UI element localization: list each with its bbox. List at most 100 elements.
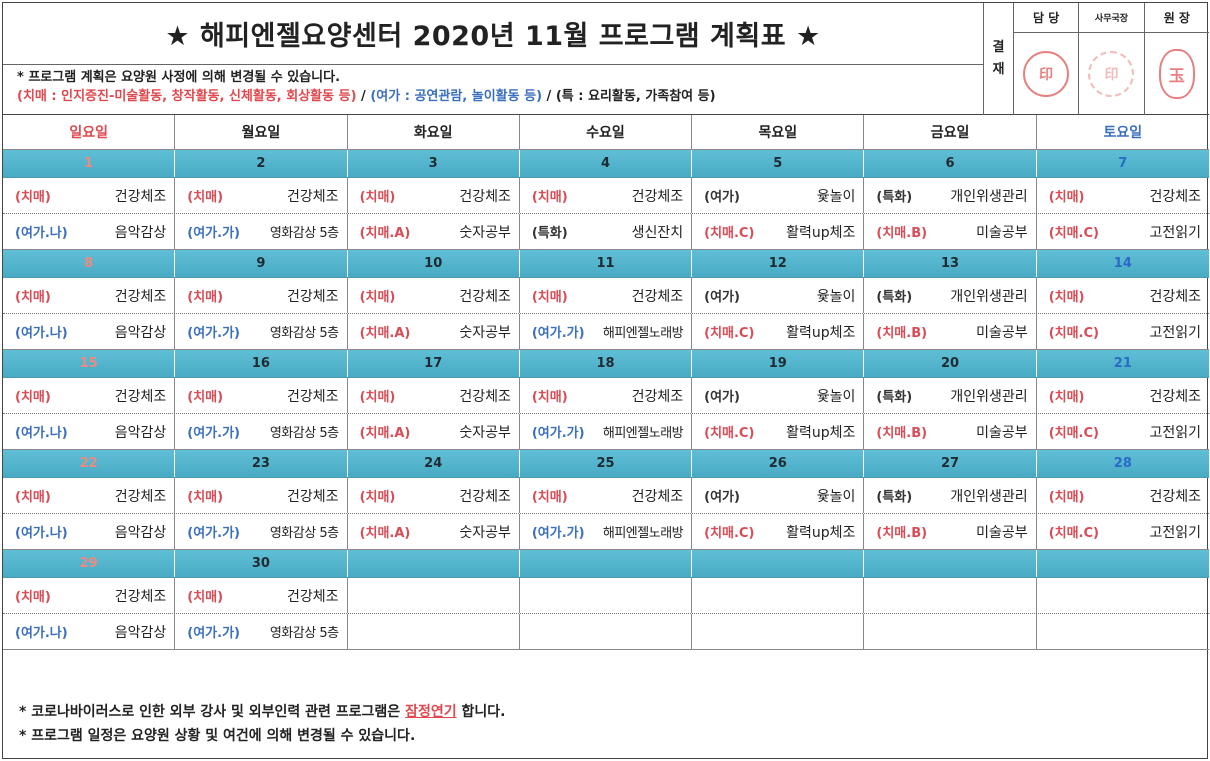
activity-row: (치매) 건강체조 (치매) 건강체조 (치매) 건강체조 (치매) 건강체조 (여가) 윷놀이(…: [3, 278, 1209, 314]
weekday-monday: 월요일: [175, 115, 348, 149]
activity-category: (치매): [187, 390, 224, 405]
activity-row: (여가.나) 음악감상 (여가.가) 영화감상 5층 (치매.A) 숫자공부 (여가.가) 해…: [3, 314, 1209, 350]
activity-category: (여가.나): [15, 226, 68, 241]
weekday-header-row: 일요일 월요일 화요일 수요일 목요일 금요일 토요일: [3, 115, 1209, 150]
activity-cell: (치매.C) 활력up체조: [692, 314, 865, 349]
activity-name: 미술공부: [976, 324, 1028, 341]
date-cell: 9: [175, 250, 348, 277]
activity-cell: [864, 578, 1037, 613]
activity-name: 해피엔젤노래방: [602, 526, 684, 541]
date-cell: 1: [3, 150, 176, 177]
activity-name: 건강체조: [459, 388, 511, 405]
legend-separator: /: [542, 89, 556, 104]
activity-name: 건강체조: [1149, 388, 1201, 405]
activity-cell: (치매.A) 숫자공부: [348, 214, 520, 249]
activity-name: 음악감상: [114, 324, 167, 341]
activity-name: 건강체조: [459, 188, 511, 205]
weekday-thursday: 목요일: [692, 115, 865, 149]
activity-cell: (특화) 개인위생관리: [864, 278, 1037, 313]
activity-name: 건강체조: [114, 188, 167, 205]
activity-name: 건강체조: [114, 488, 167, 505]
highlight-postponed: 잠정연기: [405, 704, 457, 720]
activity-cell: (치매.C) 활력up체조: [692, 414, 865, 449]
activity-cell: (치매.A) 숫자공부: [348, 514, 520, 549]
activity-cell: (치매) 건강체조: [348, 378, 520, 413]
date-cell: 16: [175, 350, 348, 377]
date-cell: 23: [175, 450, 348, 477]
activity-name: 고전읽기: [1149, 424, 1201, 441]
date-cell: 10: [348, 250, 520, 277]
date-cell: 11: [520, 250, 693, 277]
activity-name: 건강체조: [631, 388, 684, 405]
activity-cell: [692, 614, 865, 649]
activity-cell: (여가) 윷놀이: [692, 278, 865, 313]
activity-category: (여가.가): [187, 226, 240, 241]
date-cell: [692, 550, 865, 577]
activity-category: (여가.가): [531, 326, 585, 341]
activity-name: 숫자공부: [459, 424, 511, 441]
activity-name: 윷놀이: [816, 488, 856, 505]
activity-cell: (치매) 건강체조: [520, 478, 693, 513]
activity-cell: (치매.B) 미술공부: [864, 214, 1037, 249]
activity-cell: (치매.C) 활력up체조: [692, 214, 865, 249]
activity-category: (치매): [359, 290, 396, 305]
date-cell: 13: [864, 250, 1037, 277]
date-cell: 4: [520, 150, 693, 177]
activity-cell: (여가.가) 해피엔젤노래방: [520, 514, 693, 549]
activity-cell: (여가.나) 음악감상: [3, 614, 176, 649]
date-row: 15 16 17 18 19 20 21: [3, 350, 1209, 378]
activity-name: 건강체조: [1149, 488, 1201, 505]
activity-cell: (치매.B) 미술공부: [864, 514, 1037, 549]
activity-category: (여가.가): [187, 326, 240, 341]
date-cell: 30: [175, 550, 348, 577]
activity-cell: (여가.가) 영화감상 5층: [175, 614, 348, 649]
date-cell: 19: [692, 350, 865, 377]
activity-cell: (치매) 건강체조: [1037, 278, 1209, 313]
date-cell: 14: [1113, 256, 1132, 271]
activity-cell: (치매) 건강체조: [3, 378, 176, 413]
activity-name: 건강체조: [631, 188, 684, 205]
activity-category: (치매.C): [704, 226, 755, 241]
activity-category: (치매): [187, 290, 224, 305]
date-cell: 6: [864, 150, 1037, 177]
activity-category: (치매): [15, 590, 51, 605]
activity-name: 영화감상 5층: [269, 426, 339, 441]
approval-head: 원 장: [1144, 3, 1209, 33]
header: ★ 해피엔젤요양센터 2020년 11월 프로그램 계획표 ★ * 프로그램 계…: [3, 3, 1209, 115]
activity-cell: (치매) 건강체조: [3, 278, 176, 313]
activity-row: (치매) 건강체조 (치매) 건강체조 (치매) 건강체조 (치매) 건강체조 (여가) 윷놀이(…: [3, 378, 1209, 414]
activity-category: (여가): [704, 190, 740, 205]
activity-category: (치매.B): [876, 226, 928, 241]
activity-name: 해피엔젤노래방: [602, 426, 684, 441]
activity-cell: (여가.가) 영화감상 5층: [175, 414, 348, 449]
activity-cell: (여가) 윷놀이: [692, 378, 865, 413]
activity-category: (여가.나): [15, 326, 68, 341]
activity-cell: (치매) 건강체조: [175, 378, 348, 413]
activity-name: 건강체조: [631, 488, 684, 505]
footer-note-schedule: * 프로그램 일정은 요양원 상황 및 여건에 의해 변경될 수 있습니다.: [19, 728, 416, 744]
activity-cell: (치매) 건강체조: [348, 478, 520, 513]
note-category-legend: (치매 : 인지증진-미술활동, 창작활동, 신체활동, 회상활동 등) / (…: [17, 87, 977, 107]
activity-category: (치매): [15, 190, 51, 205]
activity-category: (여가.가): [531, 526, 585, 541]
activity-row: (여가.나) 음악감상 (여가.가) 영화감상 5층: [3, 614, 1209, 650]
seal-stamp: 印: [1023, 51, 1070, 97]
activity-cell: (치매.C) 고전읽기: [1037, 214, 1209, 249]
activity-category: (치매.C): [704, 526, 755, 541]
date-cell: 25: [520, 450, 693, 477]
activity-category: (치매): [15, 390, 51, 405]
activity-cell: (여가.가) 영화감상 5층: [175, 314, 348, 349]
activity-cell: (치매) 건강체조: [175, 578, 348, 613]
activity-name: 고전읽기: [1149, 224, 1201, 241]
activity-category: (치매): [15, 490, 51, 505]
activity-category: (여가.나): [15, 526, 68, 541]
activity-category: (특화): [876, 190, 913, 205]
seal-stamp: 印: [1088, 51, 1135, 97]
date-cell: [348, 550, 520, 577]
activity-cell: (치매) 건강체조: [1037, 178, 1209, 213]
date-cell: 15: [3, 350, 176, 377]
approval-col-manager: 담 당 印: [1014, 3, 1080, 115]
activity-cell: (여가) 윷놀이: [692, 478, 865, 513]
activity-cell: (치매) 건강체조: [348, 278, 520, 313]
activity-category: (치매): [359, 490, 396, 505]
